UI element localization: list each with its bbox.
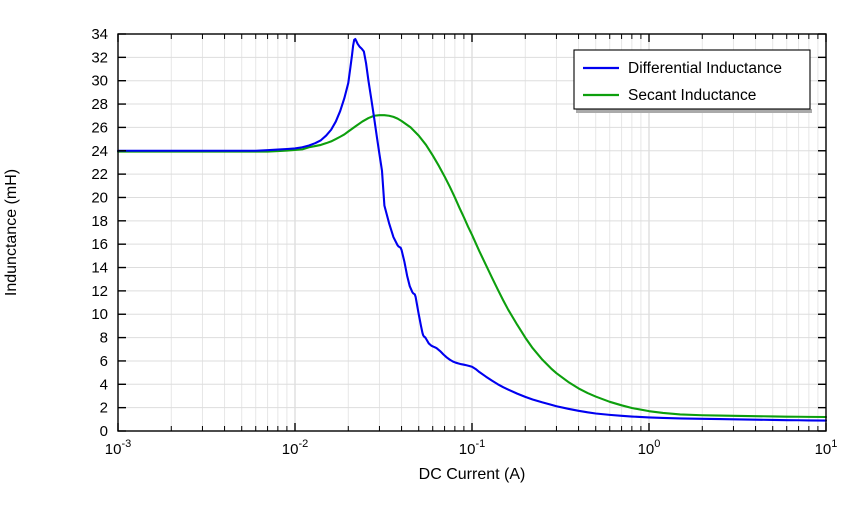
svg-text:Secant Inductance: Secant Inductance	[628, 87, 756, 104]
svg-text:Indunctance (mH): Indunctance (mH)	[3, 169, 20, 296]
svg-text:12: 12	[91, 283, 108, 300]
svg-text:34: 34	[91, 26, 108, 43]
svg-text:2: 2	[100, 400, 108, 417]
svg-text:16: 16	[91, 236, 108, 253]
svg-text:30: 30	[91, 73, 108, 90]
svg-text:14: 14	[91, 260, 108, 277]
svg-text:32: 32	[91, 49, 108, 66]
svg-text:28: 28	[91, 96, 108, 113]
svg-text:24: 24	[91, 143, 108, 160]
svg-text:8: 8	[100, 330, 108, 347]
svg-text:26: 26	[91, 119, 108, 136]
svg-text:22: 22	[91, 166, 108, 183]
svg-text:0: 0	[100, 423, 108, 440]
svg-text:20: 20	[91, 189, 108, 206]
svg-text:4: 4	[100, 376, 108, 393]
svg-text:10: 10	[91, 306, 108, 323]
svg-text:DC Current (A): DC Current (A)	[419, 466, 526, 483]
svg-text:6: 6	[100, 353, 108, 370]
svg-text:Differential Inductance: Differential Inductance	[628, 60, 782, 77]
svg-text:18: 18	[91, 213, 108, 230]
